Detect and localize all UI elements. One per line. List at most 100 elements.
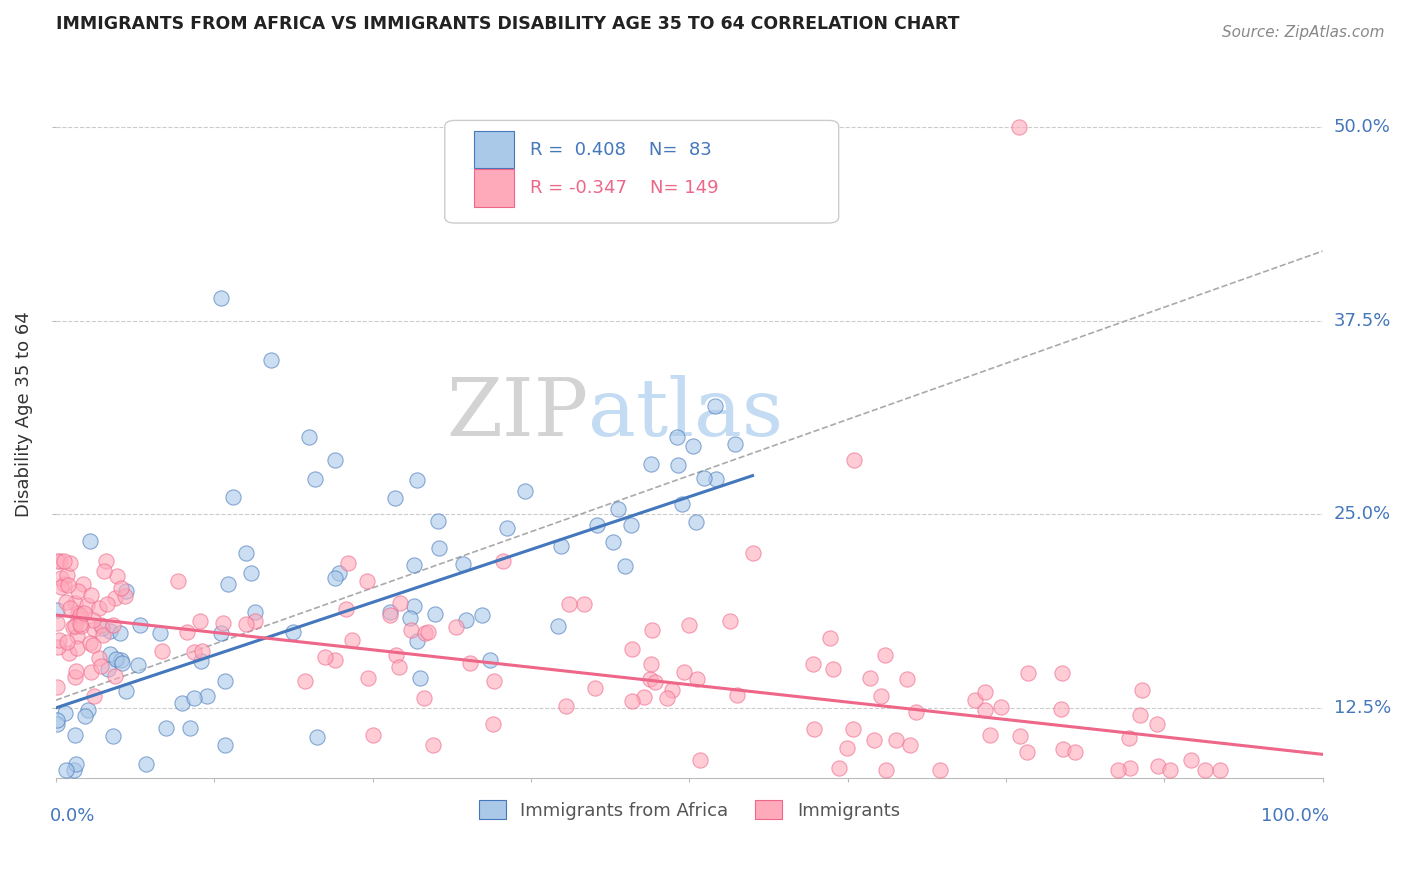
Point [56,568,79,582]
Point [235,546,257,560]
Point [96,598,118,612]
Point [1064,746,1087,760]
Point [1050,702,1073,716]
Point [835,740,858,755]
Point [214,673,236,688]
Text: 37.5%: 37.5% [1334,312,1391,330]
Point [67,606,90,620]
Point [422,738,444,752]
Point [190,654,212,668]
Point [801,657,824,672]
Point [640,457,662,471]
Point [170,696,193,710]
Point [79,533,101,548]
Point [222,490,245,504]
Point [304,472,326,486]
Point [67,584,90,599]
Point [875,648,897,662]
Point [423,607,446,621]
Point [644,675,666,690]
Point [451,558,474,572]
Point [69,607,91,622]
Point [602,534,624,549]
Point [558,598,581,612]
Point [111,656,134,670]
Point [55,706,77,721]
Point [53,576,76,591]
Point [607,502,630,516]
Point [76,598,98,612]
Point [46,602,69,616]
Point [402,599,425,613]
Point [471,608,494,623]
Point [479,653,502,667]
Point [638,672,661,686]
Point [135,757,157,772]
Point [98,624,121,638]
Point [46,640,69,654]
Point [195,689,218,703]
Point [65,756,87,771]
Point [183,691,205,706]
Point [83,623,105,637]
Point [314,649,336,664]
Point [406,634,429,648]
Point [703,399,725,413]
Point [103,617,125,632]
Point [685,515,707,529]
Point [65,669,87,683]
Point [70,619,93,633]
Point [49,571,72,585]
Text: 100.0%: 100.0% [1261,806,1329,825]
Point [46,681,69,695]
Point [1180,752,1202,766]
Point [356,574,378,588]
Point [828,761,851,775]
Point [75,709,97,723]
Point [614,559,637,574]
Point [98,647,121,661]
Point [723,436,745,450]
Point [641,623,664,637]
Point [1015,745,1038,759]
Point [340,633,363,648]
Point [1118,761,1140,775]
Point [399,623,422,637]
Point [896,672,918,686]
Point [1050,665,1073,680]
Point [58,646,80,660]
Point [458,656,481,670]
Point [214,738,236,752]
Point [550,540,572,554]
Point [59,556,82,570]
Point [1017,665,1039,680]
Text: atlas: atlas [588,375,783,453]
Point [114,584,136,599]
Point [905,705,928,719]
Point [55,763,77,777]
Point [90,621,112,635]
Point [46,615,69,630]
Point [337,556,360,570]
Point [640,657,662,672]
Point [408,671,430,685]
Point [115,683,138,698]
Point [1159,763,1181,777]
Point [682,439,704,453]
Point [444,619,467,633]
Point [79,636,101,650]
Point [66,629,89,643]
Point [179,721,201,735]
Point [149,626,172,640]
Point [399,611,422,625]
Point [114,589,136,603]
Point [93,564,115,578]
Point [294,674,316,689]
Point [90,659,112,673]
Point [97,662,120,676]
Point [298,430,321,444]
Point [101,729,124,743]
Text: ZIP: ZIP [446,375,588,453]
Point [53,554,76,568]
Point [1209,763,1232,777]
